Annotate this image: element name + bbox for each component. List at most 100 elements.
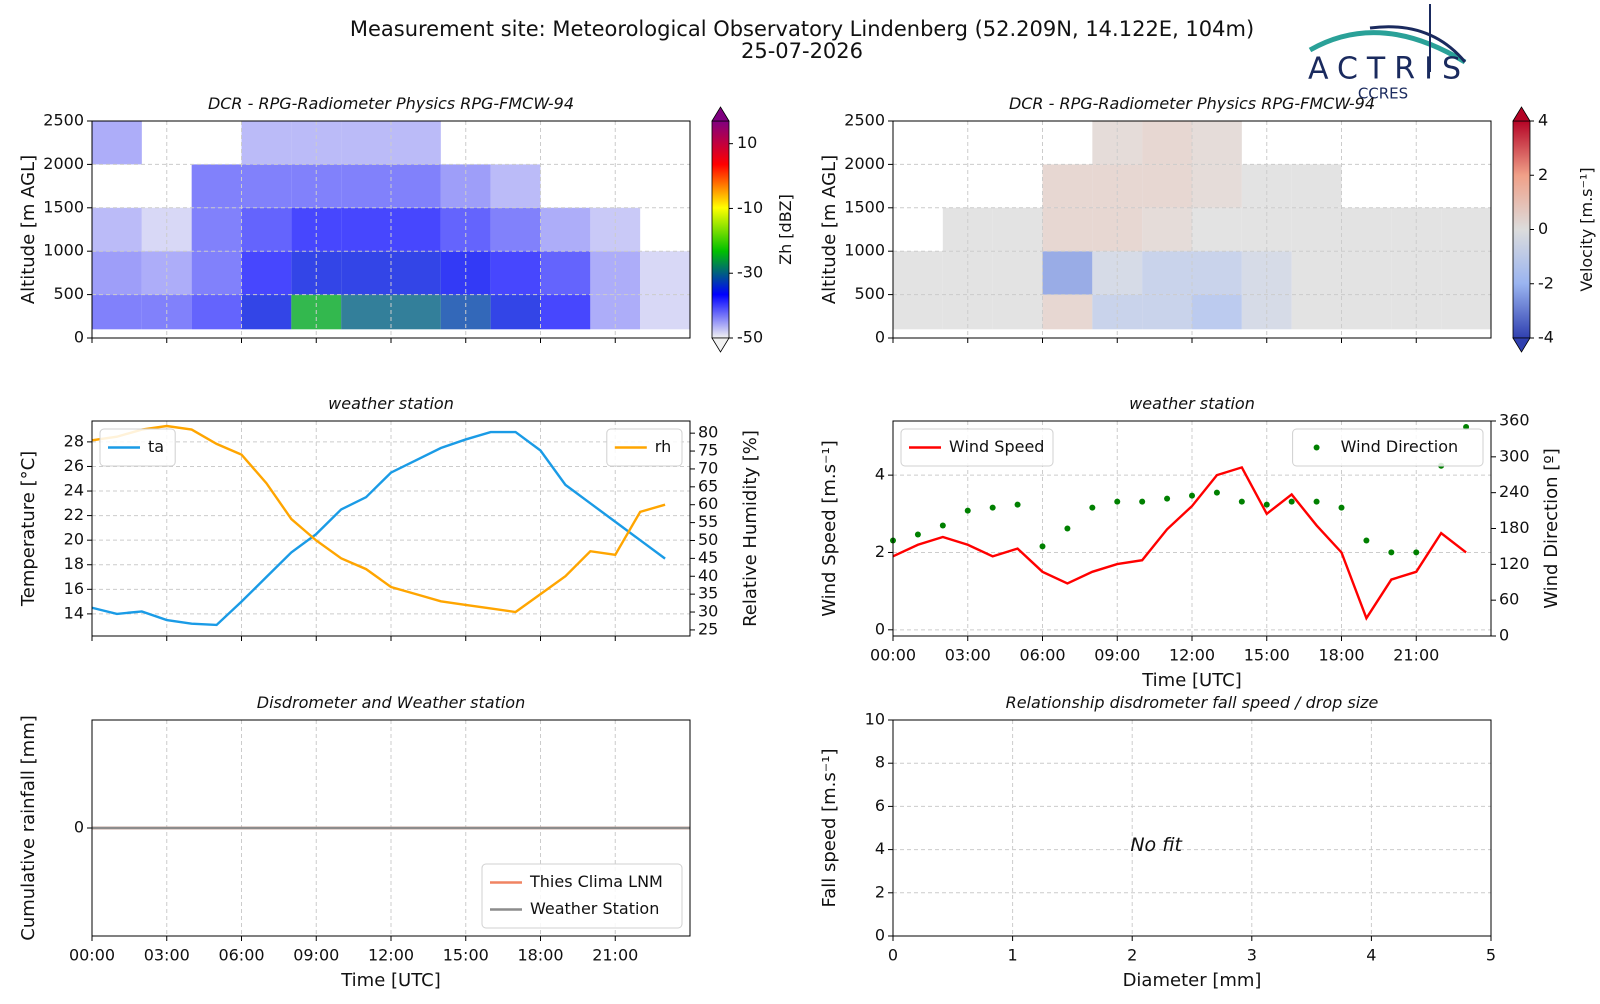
panel-title: Disdrometer and Weather station bbox=[257, 693, 525, 712]
heatmap-cell bbox=[490, 164, 541, 208]
heatmap-cell bbox=[1241, 251, 1292, 295]
heatmap-cell bbox=[241, 164, 292, 208]
data-point bbox=[1039, 543, 1046, 550]
colorbar-tick-label: 2 bbox=[1538, 165, 1548, 184]
y2-tick-label: 50 bbox=[698, 530, 718, 549]
data-line bbox=[91, 430, 666, 627]
heatmap-cell bbox=[590, 251, 641, 295]
y-tick-label: 4 bbox=[875, 839, 885, 858]
heatmap-cell bbox=[1441, 294, 1491, 330]
data-point bbox=[1164, 495, 1171, 502]
data-point bbox=[914, 531, 921, 538]
data-point bbox=[1463, 423, 1470, 430]
heatmap-cell bbox=[1192, 294, 1242, 330]
heatmap-cell bbox=[391, 121, 441, 165]
y-tick-label: 0 bbox=[875, 619, 885, 638]
plot-frame bbox=[91, 420, 691, 637]
heatmap-cell bbox=[191, 207, 242, 252]
panel: Relationship disdrometer fall speed / dr… bbox=[819, 693, 1496, 991]
x-tick-label: 03:00 bbox=[144, 946, 190, 965]
legend-label: Wind Direction bbox=[1341, 437, 1459, 456]
plot-frame bbox=[892, 120, 1492, 339]
y2-tick-label: 65 bbox=[698, 476, 718, 495]
data-point bbox=[989, 504, 996, 511]
data-line bbox=[91, 424, 666, 614]
logo: ACTRIS CCRES bbox=[1308, 4, 1467, 103]
y2-tick-label: 40 bbox=[698, 566, 718, 585]
data-point bbox=[1139, 498, 1146, 505]
heatmap-cell bbox=[1142, 121, 1192, 165]
data-point bbox=[1388, 549, 1395, 556]
panel-title: weather station bbox=[328, 394, 454, 413]
x-tick-label: 0 bbox=[888, 946, 898, 965]
heatmap-cell bbox=[640, 251, 690, 295]
colorbar-extend bbox=[711, 337, 730, 353]
heatmap-cell bbox=[1142, 207, 1192, 252]
colorbar-tick-label: -4 bbox=[1538, 328, 1554, 347]
plot-frame bbox=[892, 719, 1492, 937]
heatmap-cell bbox=[191, 251, 242, 295]
y-axis-label: Fall speed [m.s⁻¹] bbox=[819, 749, 840, 908]
heatmap-cell bbox=[1192, 251, 1242, 295]
y-tick-label: 18 bbox=[64, 554, 84, 573]
heatmap-cell bbox=[1042, 251, 1093, 295]
colorbar-extend bbox=[711, 106, 730, 122]
heatmap-cell bbox=[391, 251, 441, 295]
x-tick-label: 18:00 bbox=[1318, 646, 1364, 665]
y-tick-label: 2500 bbox=[844, 111, 885, 130]
y2-tick-label: 70 bbox=[698, 458, 718, 477]
heatmap-cell bbox=[241, 207, 292, 252]
y-tick-label: 500 bbox=[53, 284, 84, 303]
heatmap-cell bbox=[92, 294, 142, 330]
panel-title: DCR - RPG-Radiometer Physics RPG-FMCW-94 bbox=[208, 94, 574, 113]
data-point bbox=[1263, 501, 1270, 508]
heatmap-cell bbox=[92, 251, 142, 295]
heatmap-cell bbox=[1042, 207, 1093, 252]
logo-arc bbox=[1369, 25, 1467, 63]
panel: DCR - RPG-Radiometer Physics RPG-FMCW-94… bbox=[819, 94, 1596, 353]
heatmap-cell bbox=[1092, 251, 1143, 295]
data-point bbox=[1189, 492, 1195, 499]
heatmap-cell bbox=[893, 251, 943, 295]
data-point bbox=[1114, 498, 1121, 505]
legend-label: Weather Station bbox=[530, 899, 659, 918]
heatmap-cell bbox=[1341, 251, 1392, 295]
logo-arc bbox=[1308, 30, 1467, 65]
colorbar-tick-label: 0 bbox=[1538, 219, 1548, 238]
x-tick-label: 15:00 bbox=[1244, 646, 1290, 665]
y-tick-label: 14 bbox=[64, 603, 84, 622]
heatmap-cell bbox=[1192, 207, 1242, 252]
heatmap-cell bbox=[391, 164, 441, 208]
heatmap-cell bbox=[992, 251, 1043, 295]
heatmap-cell bbox=[241, 251, 292, 295]
heatmap-cell bbox=[1042, 294, 1093, 330]
x-tick-label: 21:00 bbox=[592, 946, 638, 965]
y-tick-label: 1500 bbox=[844, 197, 885, 216]
legend-box bbox=[481, 863, 683, 929]
x-tick-label: 4 bbox=[1366, 946, 1376, 965]
heatmap-cell bbox=[1391, 251, 1442, 295]
heatmap-cell bbox=[490, 251, 541, 295]
y2-tick-label: 360 bbox=[1499, 411, 1530, 430]
y2-tick-label: 75 bbox=[698, 441, 718, 460]
panel-title: Relationship disdrometer fall speed / dr… bbox=[1006, 693, 1379, 712]
heatmap-cell bbox=[1142, 251, 1192, 295]
legend-label: Wind Speed bbox=[949, 437, 1044, 456]
heatmap-cell bbox=[992, 294, 1043, 330]
colorbar bbox=[1512, 120, 1531, 339]
y-tick-label: 0 bbox=[875, 328, 885, 347]
colorbar-extend bbox=[1512, 106, 1531, 122]
y2-tick-label: 240 bbox=[1499, 482, 1530, 501]
heatmap-cell bbox=[341, 207, 391, 252]
legend-label: rh bbox=[655, 437, 671, 456]
y-axis-label: Cumulative rainfall [mm] bbox=[18, 715, 39, 941]
y2-tick-label: 180 bbox=[1499, 518, 1530, 537]
data-line bbox=[892, 465, 1467, 621]
heatmap-cell bbox=[490, 207, 541, 252]
x-tick-label: 09:00 bbox=[1094, 646, 1140, 665]
heatmap-cell bbox=[191, 294, 242, 330]
colorbar-extend bbox=[1512, 337, 1531, 353]
heatmap-cell bbox=[640, 294, 690, 330]
x-tick-label: 06:00 bbox=[218, 946, 264, 965]
